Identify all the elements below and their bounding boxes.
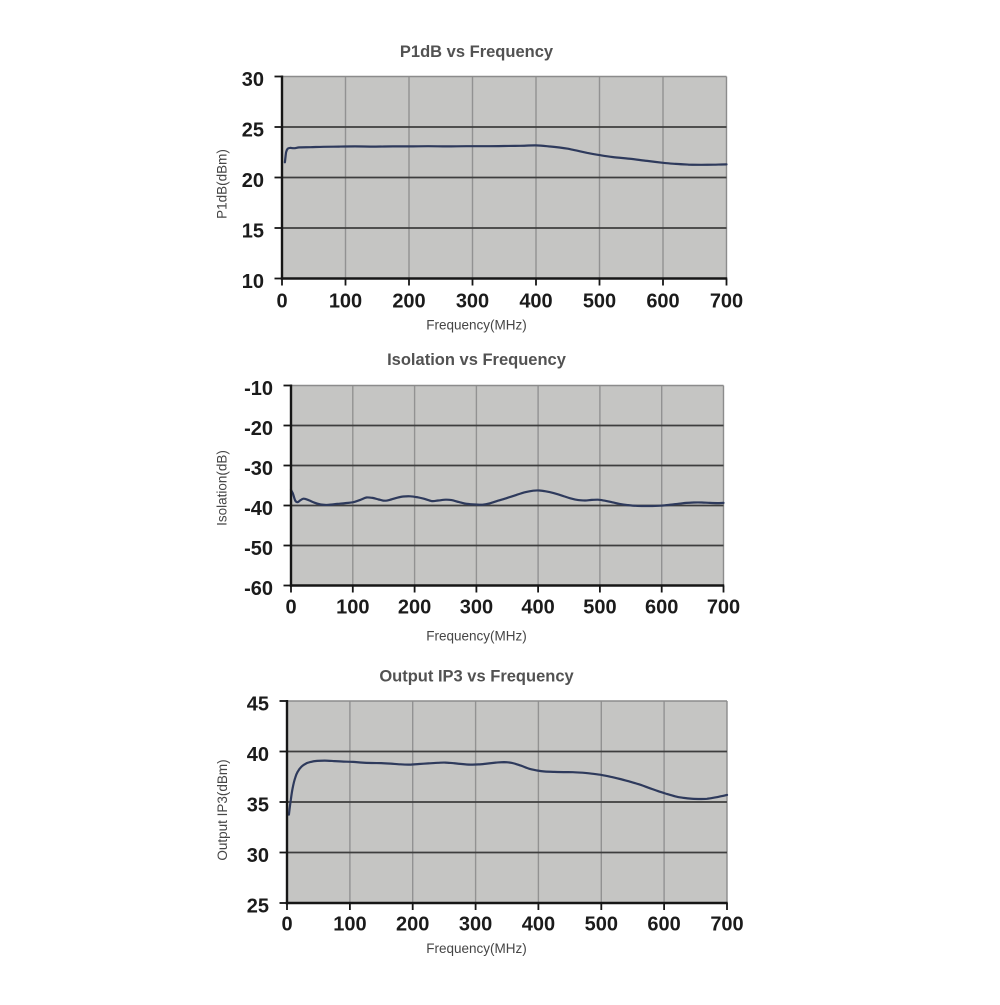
svg-text:15: 15 [242, 221, 264, 243]
svg-text:-60: -60 [244, 578, 273, 600]
svg-text:40: 40 [247, 744, 269, 766]
svg-text:100: 100 [329, 291, 362, 313]
svg-text:0: 0 [285, 597, 296, 619]
svg-text:100: 100 [333, 914, 366, 936]
svg-text:500: 500 [585, 914, 618, 936]
svg-text:100: 100 [336, 597, 369, 619]
svg-text:20: 20 [242, 170, 264, 192]
svg-text:500: 500 [583, 291, 616, 313]
svg-text:10: 10 [242, 271, 264, 293]
svg-text:Frequency(MHz): Frequency(MHz) [426, 629, 527, 644]
svg-text:0: 0 [281, 914, 292, 936]
svg-text:-40: -40 [244, 498, 273, 520]
svg-text:Output IP3(dBm): Output IP3(dBm) [215, 759, 230, 860]
svg-text:700: 700 [710, 291, 743, 313]
svg-text:200: 200 [398, 597, 431, 619]
svg-text:-20: -20 [244, 418, 273, 440]
svg-text:-50: -50 [244, 538, 273, 560]
svg-text:200: 200 [396, 914, 429, 936]
svg-text:500: 500 [583, 597, 616, 619]
svg-text:300: 300 [459, 914, 492, 936]
svg-text:600: 600 [646, 291, 679, 313]
svg-text:400: 400 [521, 597, 554, 619]
svg-text:-10: -10 [244, 378, 273, 400]
svg-text:Isolation vs Frequency: Isolation vs Frequency [387, 351, 567, 369]
svg-text:25: 25 [247, 896, 269, 918]
svg-text:300: 300 [460, 597, 493, 619]
svg-text:25: 25 [242, 120, 264, 142]
svg-text:45: 45 [247, 694, 269, 716]
svg-text:200: 200 [392, 291, 425, 313]
svg-text:Frequency(MHz): Frequency(MHz) [426, 318, 527, 333]
svg-text:-30: -30 [244, 458, 273, 480]
svg-text:700: 700 [710, 914, 743, 936]
svg-text:0: 0 [276, 291, 287, 313]
svg-text:600: 600 [647, 914, 680, 936]
svg-text:P1dB vs Frequency: P1dB vs Frequency [400, 43, 554, 61]
svg-text:400: 400 [522, 914, 555, 936]
svg-text:Isolation(dB): Isolation(dB) [215, 450, 230, 526]
svg-text:P1dB(dBm): P1dB(dBm) [215, 149, 230, 219]
svg-text:35: 35 [247, 795, 269, 817]
svg-text:Output IP3 vs Frequency: Output IP3 vs Frequency [379, 668, 574, 686]
svg-text:600: 600 [645, 597, 678, 619]
svg-text:30: 30 [247, 845, 269, 867]
svg-text:300: 300 [456, 291, 489, 313]
svg-text:700: 700 [707, 597, 740, 619]
svg-text:Frequency(MHz): Frequency(MHz) [426, 941, 527, 956]
svg-text:30: 30 [242, 69, 264, 91]
svg-text:400: 400 [519, 291, 552, 313]
